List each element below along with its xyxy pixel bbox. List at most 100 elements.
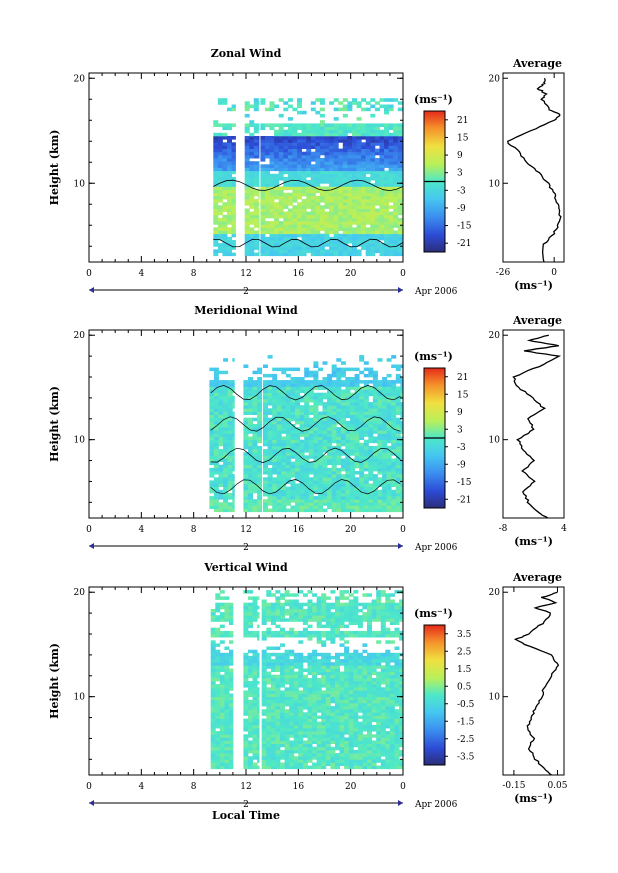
heatmap-cell <box>315 224 321 228</box>
heatmap-cell <box>229 693 234 697</box>
heatmap-cell <box>352 211 357 216</box>
heatmap-cell <box>223 449 229 453</box>
heatmap-cell <box>304 471 310 475</box>
heatmap-cell <box>365 195 371 200</box>
heatmap-cell <box>350 377 355 381</box>
heatmap-cell <box>329 170 335 175</box>
heatmap-cell <box>252 687 258 691</box>
heatmap-cell <box>231 243 236 247</box>
heatmap-cell <box>263 405 268 409</box>
heatmap-cell <box>344 712 350 716</box>
heatmap-cell <box>219 699 225 704</box>
heatmap-cell <box>395 402 401 406</box>
heatmap-cell <box>379 148 385 153</box>
heatmap-cell <box>308 461 314 466</box>
heatmap-cell <box>244 230 250 235</box>
heatmap-cell <box>306 189 312 194</box>
heatmap-cell <box>272 395 278 400</box>
heatmap-cell <box>318 367 323 372</box>
heatmap-cell <box>298 674 304 679</box>
heatmap-cell <box>274 224 280 228</box>
heatmap-cell <box>388 249 394 253</box>
heatmap-cell <box>275 709 281 713</box>
heatmap-cell <box>270 749 276 754</box>
heatmap-cell <box>260 236 266 241</box>
heatmap-cell <box>217 151 223 156</box>
heatmap-cell <box>324 129 330 134</box>
heatmap-cell <box>379 180 385 184</box>
heatmap-cell <box>352 249 357 253</box>
heatmap-cell <box>257 605 260 610</box>
heatmap-cell <box>283 217 289 222</box>
heatmap-cell <box>227 176 232 181</box>
heatmap-cell <box>283 205 289 209</box>
heatmap-cell <box>232 492 235 497</box>
heatmap-cell <box>287 183 293 187</box>
heatmap-cell <box>257 383 263 387</box>
heatmap-cell <box>231 151 236 156</box>
heatmap-cell <box>248 759 253 763</box>
heatmap-cell <box>270 765 276 770</box>
heatmap-cell <box>243 690 249 694</box>
heatmap-cell <box>316 596 322 600</box>
heatmap-cell <box>325 684 331 688</box>
heatmap-cell <box>348 702 354 707</box>
heatmap-cell <box>243 674 249 679</box>
heatmap-cell <box>275 590 281 594</box>
heatmap-cell <box>342 221 348 225</box>
heatmap-cell <box>370 151 376 156</box>
heatmap-cell <box>356 189 362 194</box>
heatmap-cell <box>269 145 275 149</box>
heatmap-cell <box>306 243 312 247</box>
heatmap-cell <box>276 405 282 409</box>
heatmap-cell <box>368 458 374 462</box>
heatmap-cell <box>321 652 327 657</box>
heatmap-cell <box>276 483 282 487</box>
heatmap-cell <box>344 702 350 707</box>
heatmap-cell <box>289 734 295 738</box>
heatmap-cell <box>395 417 401 422</box>
heatmap-cell <box>299 471 305 475</box>
heatmap-cell <box>330 674 336 679</box>
heatmap-cell <box>243 408 249 412</box>
heatmap-cell <box>213 136 219 140</box>
heatmap-cell <box>342 176 348 181</box>
x-tick-label: 8 <box>191 525 197 535</box>
heatmap-cell <box>227 186 232 190</box>
heatmap-cell <box>227 436 233 440</box>
heatmap-cell <box>209 502 215 506</box>
heatmap-cell <box>316 602 322 607</box>
heatmap-cell <box>339 596 345 600</box>
heatmap-cell <box>287 158 293 162</box>
heatmap-cell <box>391 411 397 415</box>
heatmap-cell <box>283 186 289 190</box>
heatmap-cell <box>391 408 397 412</box>
heatmap-cell <box>397 189 403 194</box>
heatmap-cell <box>248 743 253 748</box>
heatmap-cell <box>333 117 339 121</box>
heatmap-cell <box>386 467 392 472</box>
heatmap-cell <box>356 161 362 165</box>
heatmap-cell <box>266 740 272 744</box>
heatmap-cell <box>339 696 345 701</box>
heatmap-cell <box>384 202 389 206</box>
heatmap-cell <box>252 734 258 738</box>
heatmap-cell <box>248 624 253 629</box>
heatmap-cell <box>308 442 314 447</box>
heatmap-cell <box>316 605 322 610</box>
heatmap-cell <box>301 132 307 137</box>
heatmap-cell <box>312 721 318 726</box>
heatmap-cell <box>257 759 260 763</box>
heatmap-cell <box>359 370 365 375</box>
heatmap-cell <box>297 123 302 127</box>
heatmap-cell <box>304 449 310 453</box>
profile-x-label: (ms⁻¹) <box>514 279 553 292</box>
heatmap-cell <box>275 759 281 763</box>
heatmap-cell <box>374 142 380 146</box>
heatmap-cell <box>222 230 228 235</box>
heatmap-cell <box>301 136 307 140</box>
heatmap-cell <box>287 243 293 247</box>
heatmap-cell <box>370 113 376 118</box>
heatmap-cell <box>325 602 331 607</box>
heatmap-cell <box>292 249 298 253</box>
